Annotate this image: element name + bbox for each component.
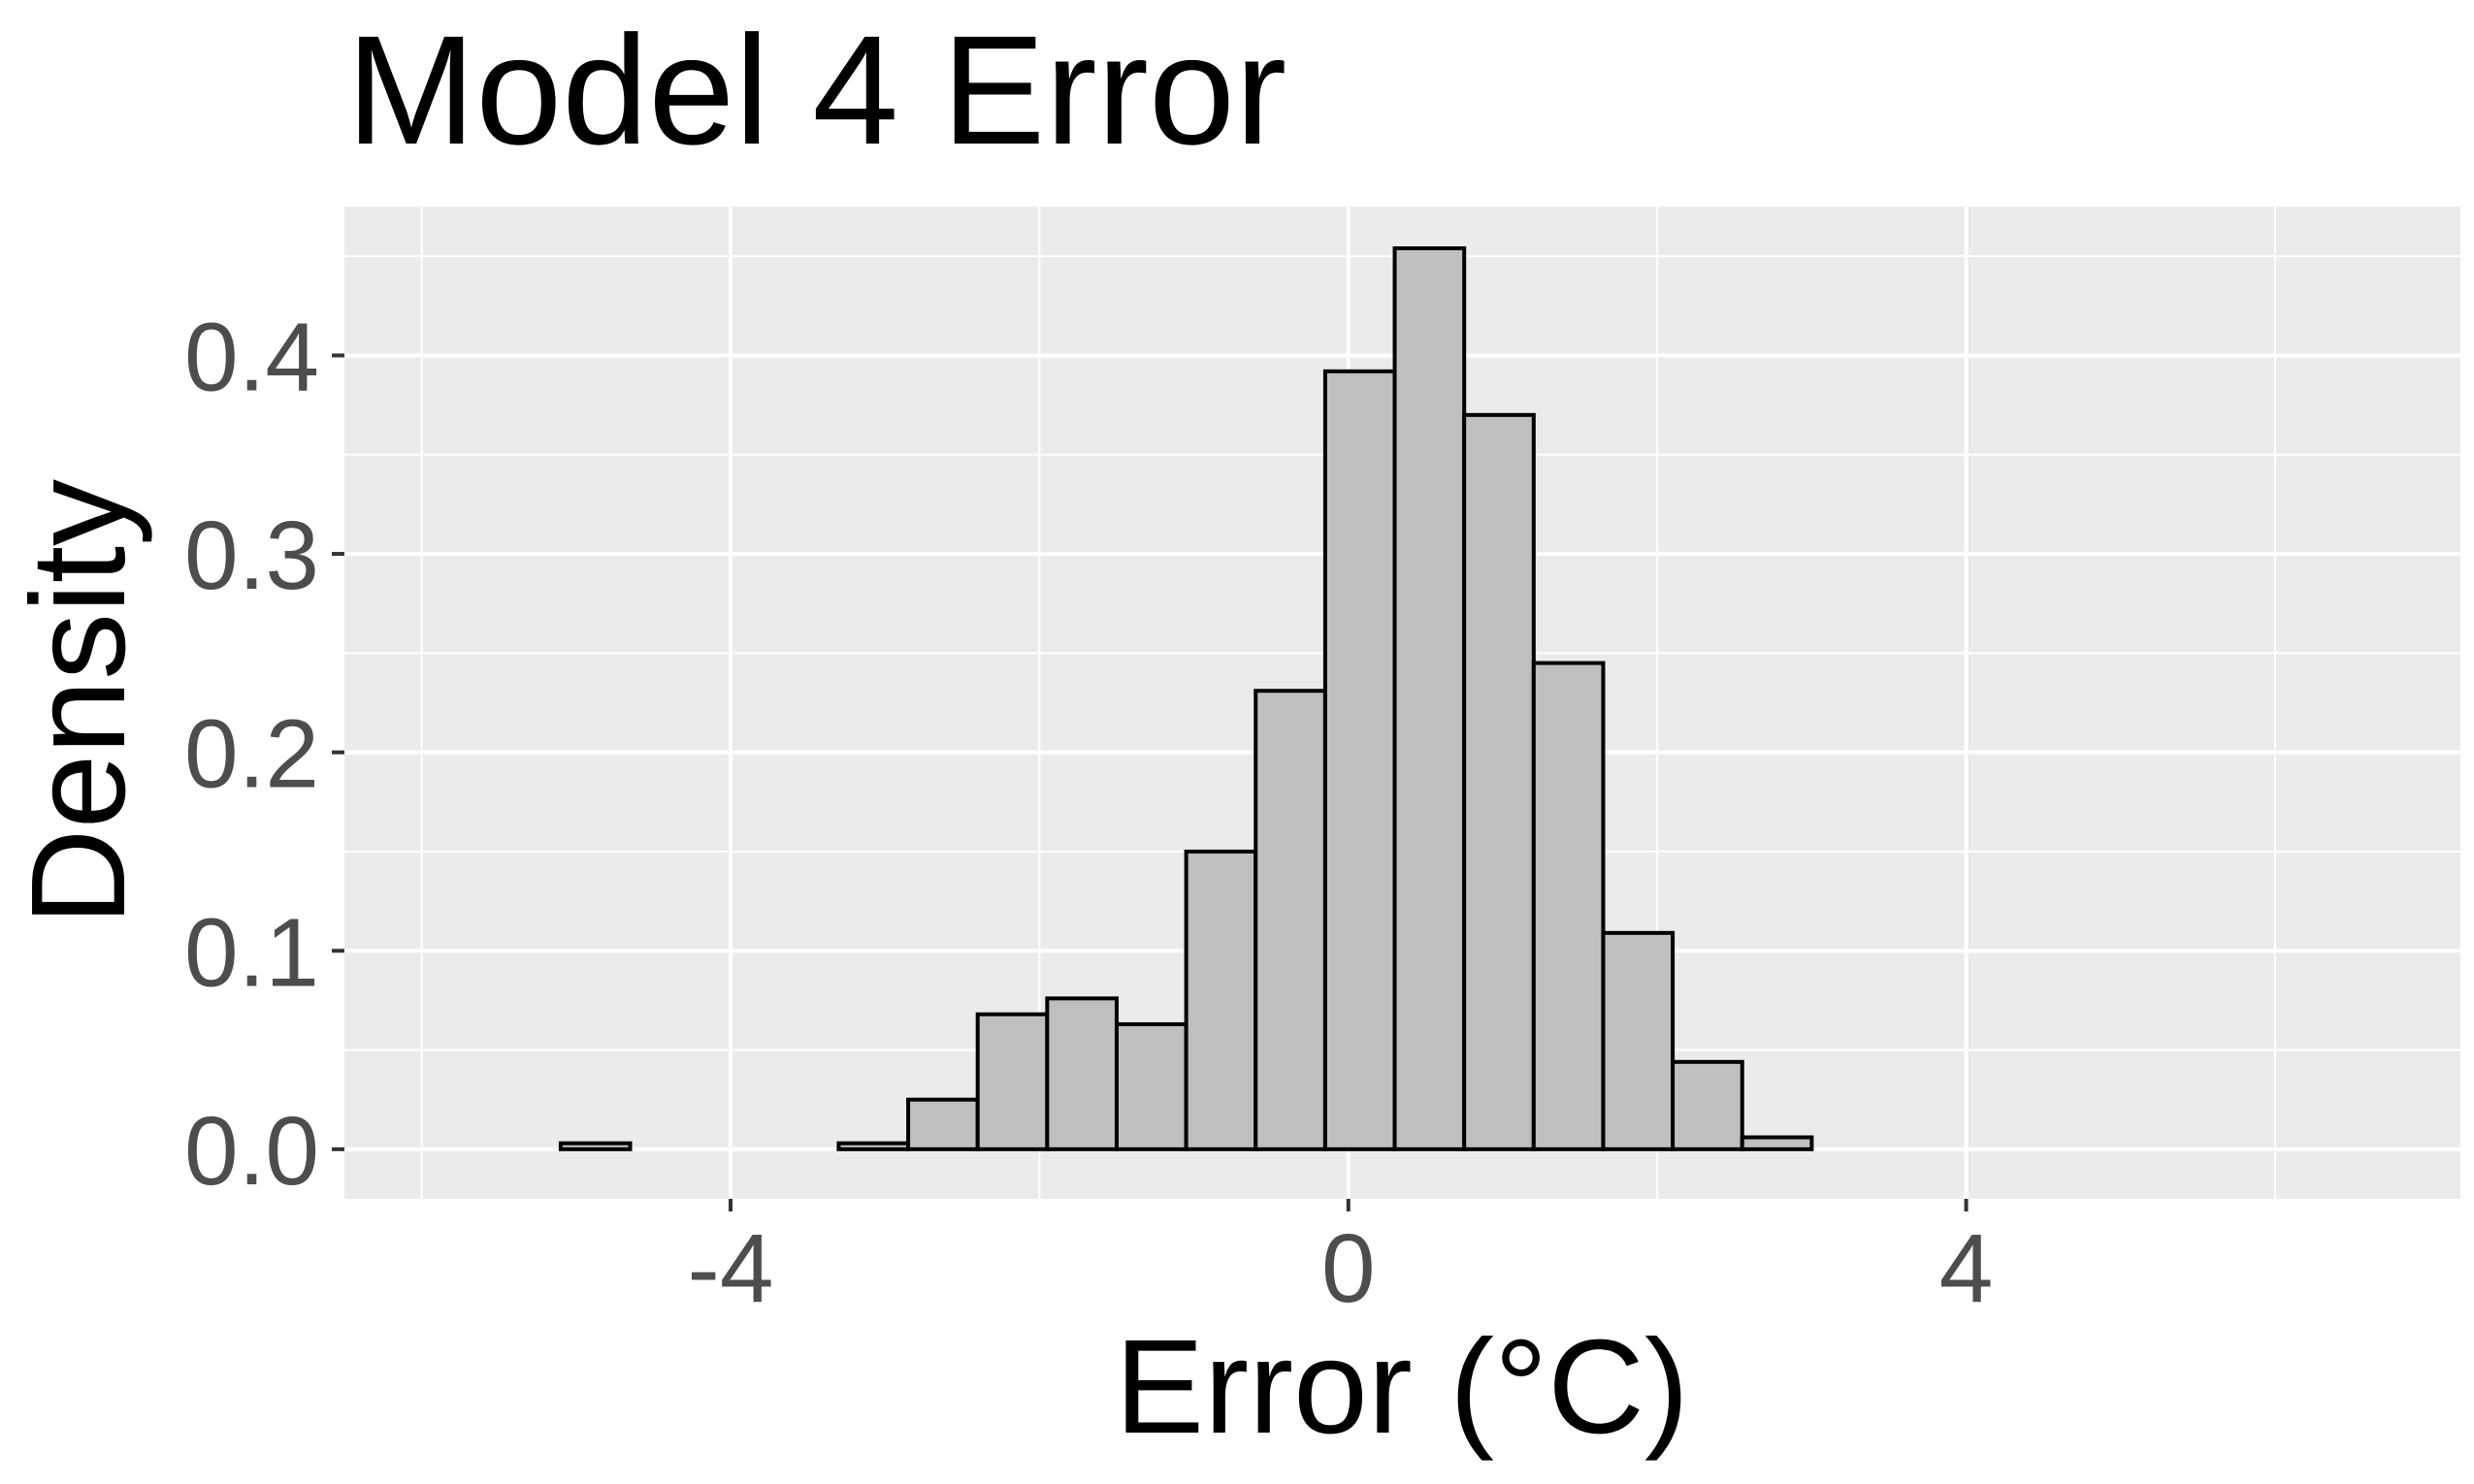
- y-axis: 0.0 0.1 0.2 0.3 0.4: [184, 303, 344, 1206]
- x-tick-label: -4: [688, 1214, 774, 1323]
- y-tick-label: 0.3: [184, 501, 319, 610]
- y-tick-label: 0.2: [184, 700, 319, 809]
- histogram-bar: [1671, 1059, 1744, 1151]
- y-tick-label: 0.0: [184, 1097, 319, 1206]
- y-axis-title: Density: [4, 479, 153, 925]
- histogram-bar: [1601, 930, 1676, 1151]
- histogram-bar: [975, 1012, 1050, 1151]
- x-tick-label: 4: [1939, 1214, 1994, 1323]
- histogram-bars: [558, 245, 1814, 1151]
- histogram-bar: [558, 1141, 633, 1151]
- histogram-bar: [906, 1097, 980, 1151]
- histogram-bar: [1322, 369, 1397, 1151]
- x-tick-label: 0: [1321, 1214, 1376, 1323]
- histogram-bar: [1114, 1021, 1188, 1151]
- x-axis-title: Error (°C): [1115, 1312, 1689, 1462]
- y-tick-label: 0.4: [184, 303, 319, 411]
- histogram-bar: [1462, 412, 1536, 1151]
- histogram-bar: [1184, 849, 1258, 1151]
- x-axis: -4 0 4: [688, 1199, 1994, 1323]
- histogram-bar: [836, 1141, 911, 1151]
- histogram-bar: [1045, 996, 1119, 1151]
- histogram-bar: [1531, 661, 1606, 1151]
- chart-title: Model 4 Error: [346, 3, 1286, 177]
- y-tick-label: 0.1: [184, 898, 319, 1007]
- histogram-bar: [1253, 689, 1327, 1151]
- histogram-bar: [1392, 245, 1467, 1151]
- histogram-bar: [1740, 1135, 1814, 1151]
